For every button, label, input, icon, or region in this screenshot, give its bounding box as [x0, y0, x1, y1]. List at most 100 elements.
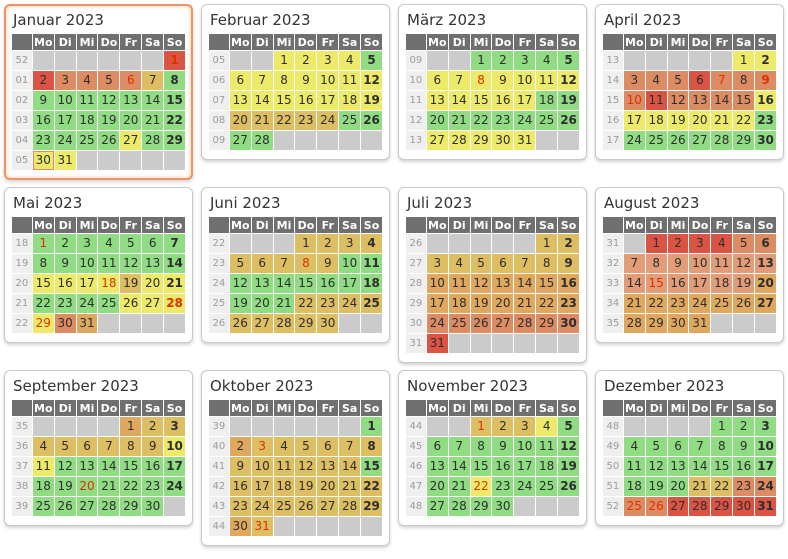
day-cell-juni-29[interactable]: 29 [295, 314, 317, 333]
day-cell-juli-12[interactable]: 12 [470, 274, 492, 293]
day-cell-november-26[interactable]: 26 [558, 477, 579, 496]
day-cell-oktober-7[interactable]: 7 [339, 437, 361, 456]
day-cell-januar-23[interactable]: 23 [32, 131, 54, 150]
day-cell-juli-15[interactable]: 15 [536, 274, 558, 293]
day-cell-dezember-4[interactable]: 4 [623, 437, 645, 456]
day-cell-november-2[interactable]: 2 [492, 417, 514, 436]
day-cell-september-24[interactable]: 24 [164, 477, 185, 496]
day-cell-september-9[interactable]: 9 [142, 437, 164, 456]
day-cell-august-10[interactable]: 10 [689, 254, 711, 273]
day-cell-oktober-2[interactable]: 2 [229, 437, 251, 456]
day-cell-juni-4[interactable]: 4 [361, 234, 382, 253]
day-cell-januar-2[interactable]: 2 [32, 71, 54, 90]
day-cell-september-19[interactable]: 19 [54, 477, 76, 496]
day-cell-september-21[interactable]: 21 [98, 477, 120, 496]
day-cell-september-28[interactable]: 28 [98, 497, 120, 516]
day-cell-juni-24[interactable]: 24 [339, 294, 361, 313]
day-cell-januar-4[interactable]: 4 [76, 71, 98, 90]
day-cell-september-12[interactable]: 12 [54, 457, 76, 476]
day-cell-august-4[interactable]: 4 [711, 234, 733, 253]
day-cell-september-7[interactable]: 7 [98, 437, 120, 456]
day-cell-januar-6[interactable]: 6 [120, 71, 142, 90]
day-cell-juli-22[interactable]: 22 [536, 294, 558, 313]
day-cell-oktober-9[interactable]: 9 [229, 457, 251, 476]
day-cell-maerz-20[interactable]: 20 [426, 111, 448, 130]
day-cell-februar-22[interactable]: 22 [273, 111, 295, 130]
day-cell-juni-1[interactable]: 1 [295, 234, 317, 253]
day-cell-oktober-1[interactable]: 1 [361, 417, 382, 436]
day-cell-juli-8[interactable]: 8 [536, 254, 558, 273]
day-cell-oktober-26[interactable]: 26 [295, 497, 317, 516]
day-cell-mai-13[interactable]: 13 [142, 254, 164, 273]
day-cell-februar-12[interactable]: 12 [361, 71, 382, 90]
day-cell-august-31[interactable]: 31 [689, 314, 711, 333]
day-cell-januar-15[interactable]: 15 [164, 91, 185, 110]
day-cell-januar-11[interactable]: 11 [76, 91, 98, 110]
day-cell-maerz-3[interactable]: 3 [514, 51, 536, 70]
day-cell-maerz-7[interactable]: 7 [448, 71, 470, 90]
day-cell-februar-20[interactable]: 20 [229, 111, 251, 130]
day-cell-dezember-31[interactable]: 31 [755, 497, 776, 516]
day-cell-mai-24[interactable]: 24 [76, 294, 98, 313]
day-cell-november-7[interactable]: 7 [448, 437, 470, 456]
day-cell-oktober-28[interactable]: 28 [339, 497, 361, 516]
day-cell-november-19[interactable]: 19 [558, 457, 579, 476]
day-cell-juni-10[interactable]: 10 [339, 254, 361, 273]
day-cell-dezember-1[interactable]: 1 [711, 417, 733, 436]
day-cell-april-1[interactable]: 1 [733, 51, 755, 70]
day-cell-mai-31[interactable]: 31 [76, 314, 98, 333]
day-cell-februar-15[interactable]: 15 [273, 91, 295, 110]
day-cell-april-18[interactable]: 18 [645, 111, 667, 130]
day-cell-maerz-25[interactable]: 25 [536, 111, 558, 130]
day-cell-juli-9[interactable]: 9 [558, 254, 579, 273]
day-cell-oktober-17[interactable]: 17 [251, 477, 273, 496]
day-cell-februar-23[interactable]: 23 [295, 111, 317, 130]
day-cell-januar-19[interactable]: 19 [98, 111, 120, 130]
day-cell-februar-13[interactable]: 13 [229, 91, 251, 110]
day-cell-dezember-18[interactable]: 18 [623, 477, 645, 496]
day-cell-april-19[interactable]: 19 [667, 111, 689, 130]
day-cell-november-27[interactable]: 27 [426, 497, 448, 516]
day-cell-januar-29[interactable]: 29 [164, 131, 185, 150]
day-cell-februar-28[interactable]: 28 [251, 131, 273, 150]
day-cell-juni-17[interactable]: 17 [339, 274, 361, 293]
day-cell-januar-30[interactable]: 30 [32, 151, 54, 170]
day-cell-januar-13[interactable]: 13 [120, 91, 142, 110]
day-cell-februar-4[interactable]: 4 [339, 51, 361, 70]
day-cell-juli-5[interactable]: 5 [470, 254, 492, 273]
day-cell-dezember-27[interactable]: 27 [667, 497, 689, 516]
day-cell-februar-10[interactable]: 10 [317, 71, 339, 90]
day-cell-juli-23[interactable]: 23 [558, 294, 579, 313]
day-cell-januar-3[interactable]: 3 [54, 71, 76, 90]
day-cell-november-10[interactable]: 10 [514, 437, 536, 456]
day-cell-april-7[interactable]: 7 [711, 71, 733, 90]
day-cell-august-21[interactable]: 21 [623, 294, 645, 313]
day-cell-maerz-30[interactable]: 30 [492, 131, 514, 150]
day-cell-mai-21[interactable]: 21 [164, 274, 185, 293]
day-cell-mai-12[interactable]: 12 [120, 254, 142, 273]
day-cell-august-24[interactable]: 24 [689, 294, 711, 313]
day-cell-november-16[interactable]: 16 [492, 457, 514, 476]
day-cell-februar-14[interactable]: 14 [251, 91, 273, 110]
day-cell-juli-18[interactable]: 18 [448, 294, 470, 313]
day-cell-oktober-16[interactable]: 16 [229, 477, 251, 496]
day-cell-april-30[interactable]: 30 [755, 131, 776, 150]
day-cell-juli-16[interactable]: 16 [558, 274, 579, 293]
day-cell-oktober-4[interactable]: 4 [273, 437, 295, 456]
day-cell-juni-16[interactable]: 16 [317, 274, 339, 293]
day-cell-november-5[interactable]: 5 [558, 417, 579, 436]
day-cell-november-15[interactable]: 15 [470, 457, 492, 476]
day-cell-juni-14[interactable]: 14 [273, 274, 295, 293]
day-cell-juni-25[interactable]: 25 [361, 294, 382, 313]
day-cell-januar-12[interactable]: 12 [98, 91, 120, 110]
day-cell-oktober-11[interactable]: 11 [273, 457, 295, 476]
day-cell-januar-20[interactable]: 20 [120, 111, 142, 130]
day-cell-september-16[interactable]: 16 [142, 457, 164, 476]
day-cell-september-2[interactable]: 2 [142, 417, 164, 436]
day-cell-juli-29[interactable]: 29 [536, 314, 558, 333]
day-cell-juli-13[interactable]: 13 [492, 274, 514, 293]
day-cell-mai-23[interactable]: 23 [54, 294, 76, 313]
day-cell-oktober-20[interactable]: 20 [317, 477, 339, 496]
day-cell-maerz-1[interactable]: 1 [470, 51, 492, 70]
day-cell-november-4[interactable]: 4 [536, 417, 558, 436]
